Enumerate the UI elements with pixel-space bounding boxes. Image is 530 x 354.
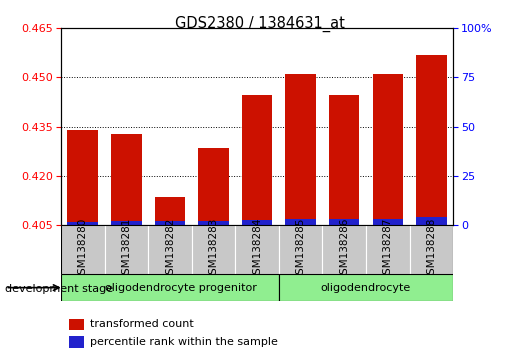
Text: transformed count: transformed count bbox=[90, 319, 194, 329]
Bar bbox=[373, 74, 403, 225]
Bar bbox=[373, 219, 403, 225]
Text: GSM138284: GSM138284 bbox=[252, 218, 262, 281]
Text: GSM138285: GSM138285 bbox=[296, 218, 306, 281]
Bar bbox=[279, 274, 453, 301]
Bar bbox=[69, 319, 84, 330]
Text: development stage: development stage bbox=[5, 284, 113, 293]
Bar bbox=[67, 222, 98, 225]
Bar bbox=[69, 336, 84, 348]
Text: GSM138280: GSM138280 bbox=[78, 218, 88, 281]
Bar bbox=[111, 221, 142, 225]
Bar bbox=[416, 217, 447, 225]
Text: oligodendrocyte progenitor: oligodendrocyte progenitor bbox=[105, 282, 257, 293]
Text: GSM138286: GSM138286 bbox=[339, 218, 349, 281]
Bar bbox=[329, 96, 359, 225]
Text: GSM138281: GSM138281 bbox=[121, 218, 131, 281]
Bar bbox=[61, 274, 279, 301]
Bar bbox=[366, 225, 410, 274]
Text: GDS2380 / 1384631_at: GDS2380 / 1384631_at bbox=[175, 16, 344, 32]
Text: percentile rank within the sample: percentile rank within the sample bbox=[90, 337, 278, 347]
Bar bbox=[192, 225, 235, 274]
Bar bbox=[111, 134, 142, 225]
Bar bbox=[61, 225, 104, 274]
Text: oligodendrocyte: oligodendrocyte bbox=[321, 282, 411, 293]
Bar bbox=[285, 218, 316, 225]
Bar bbox=[155, 197, 185, 225]
Bar bbox=[410, 225, 453, 274]
Bar bbox=[235, 225, 279, 274]
Bar bbox=[322, 225, 366, 274]
Bar bbox=[242, 220, 272, 225]
Text: GSM138282: GSM138282 bbox=[165, 218, 175, 281]
Bar bbox=[198, 221, 229, 225]
Bar bbox=[198, 148, 229, 225]
Bar bbox=[285, 74, 316, 225]
Bar bbox=[242, 96, 272, 225]
Text: GSM138287: GSM138287 bbox=[383, 218, 393, 281]
Text: GSM138283: GSM138283 bbox=[208, 218, 218, 281]
Bar bbox=[329, 219, 359, 225]
Bar bbox=[104, 225, 148, 274]
Bar bbox=[67, 130, 98, 225]
Bar bbox=[279, 225, 322, 274]
Bar bbox=[155, 221, 185, 225]
Bar bbox=[416, 55, 447, 225]
Text: GSM138288: GSM138288 bbox=[426, 218, 436, 281]
Bar bbox=[148, 225, 192, 274]
